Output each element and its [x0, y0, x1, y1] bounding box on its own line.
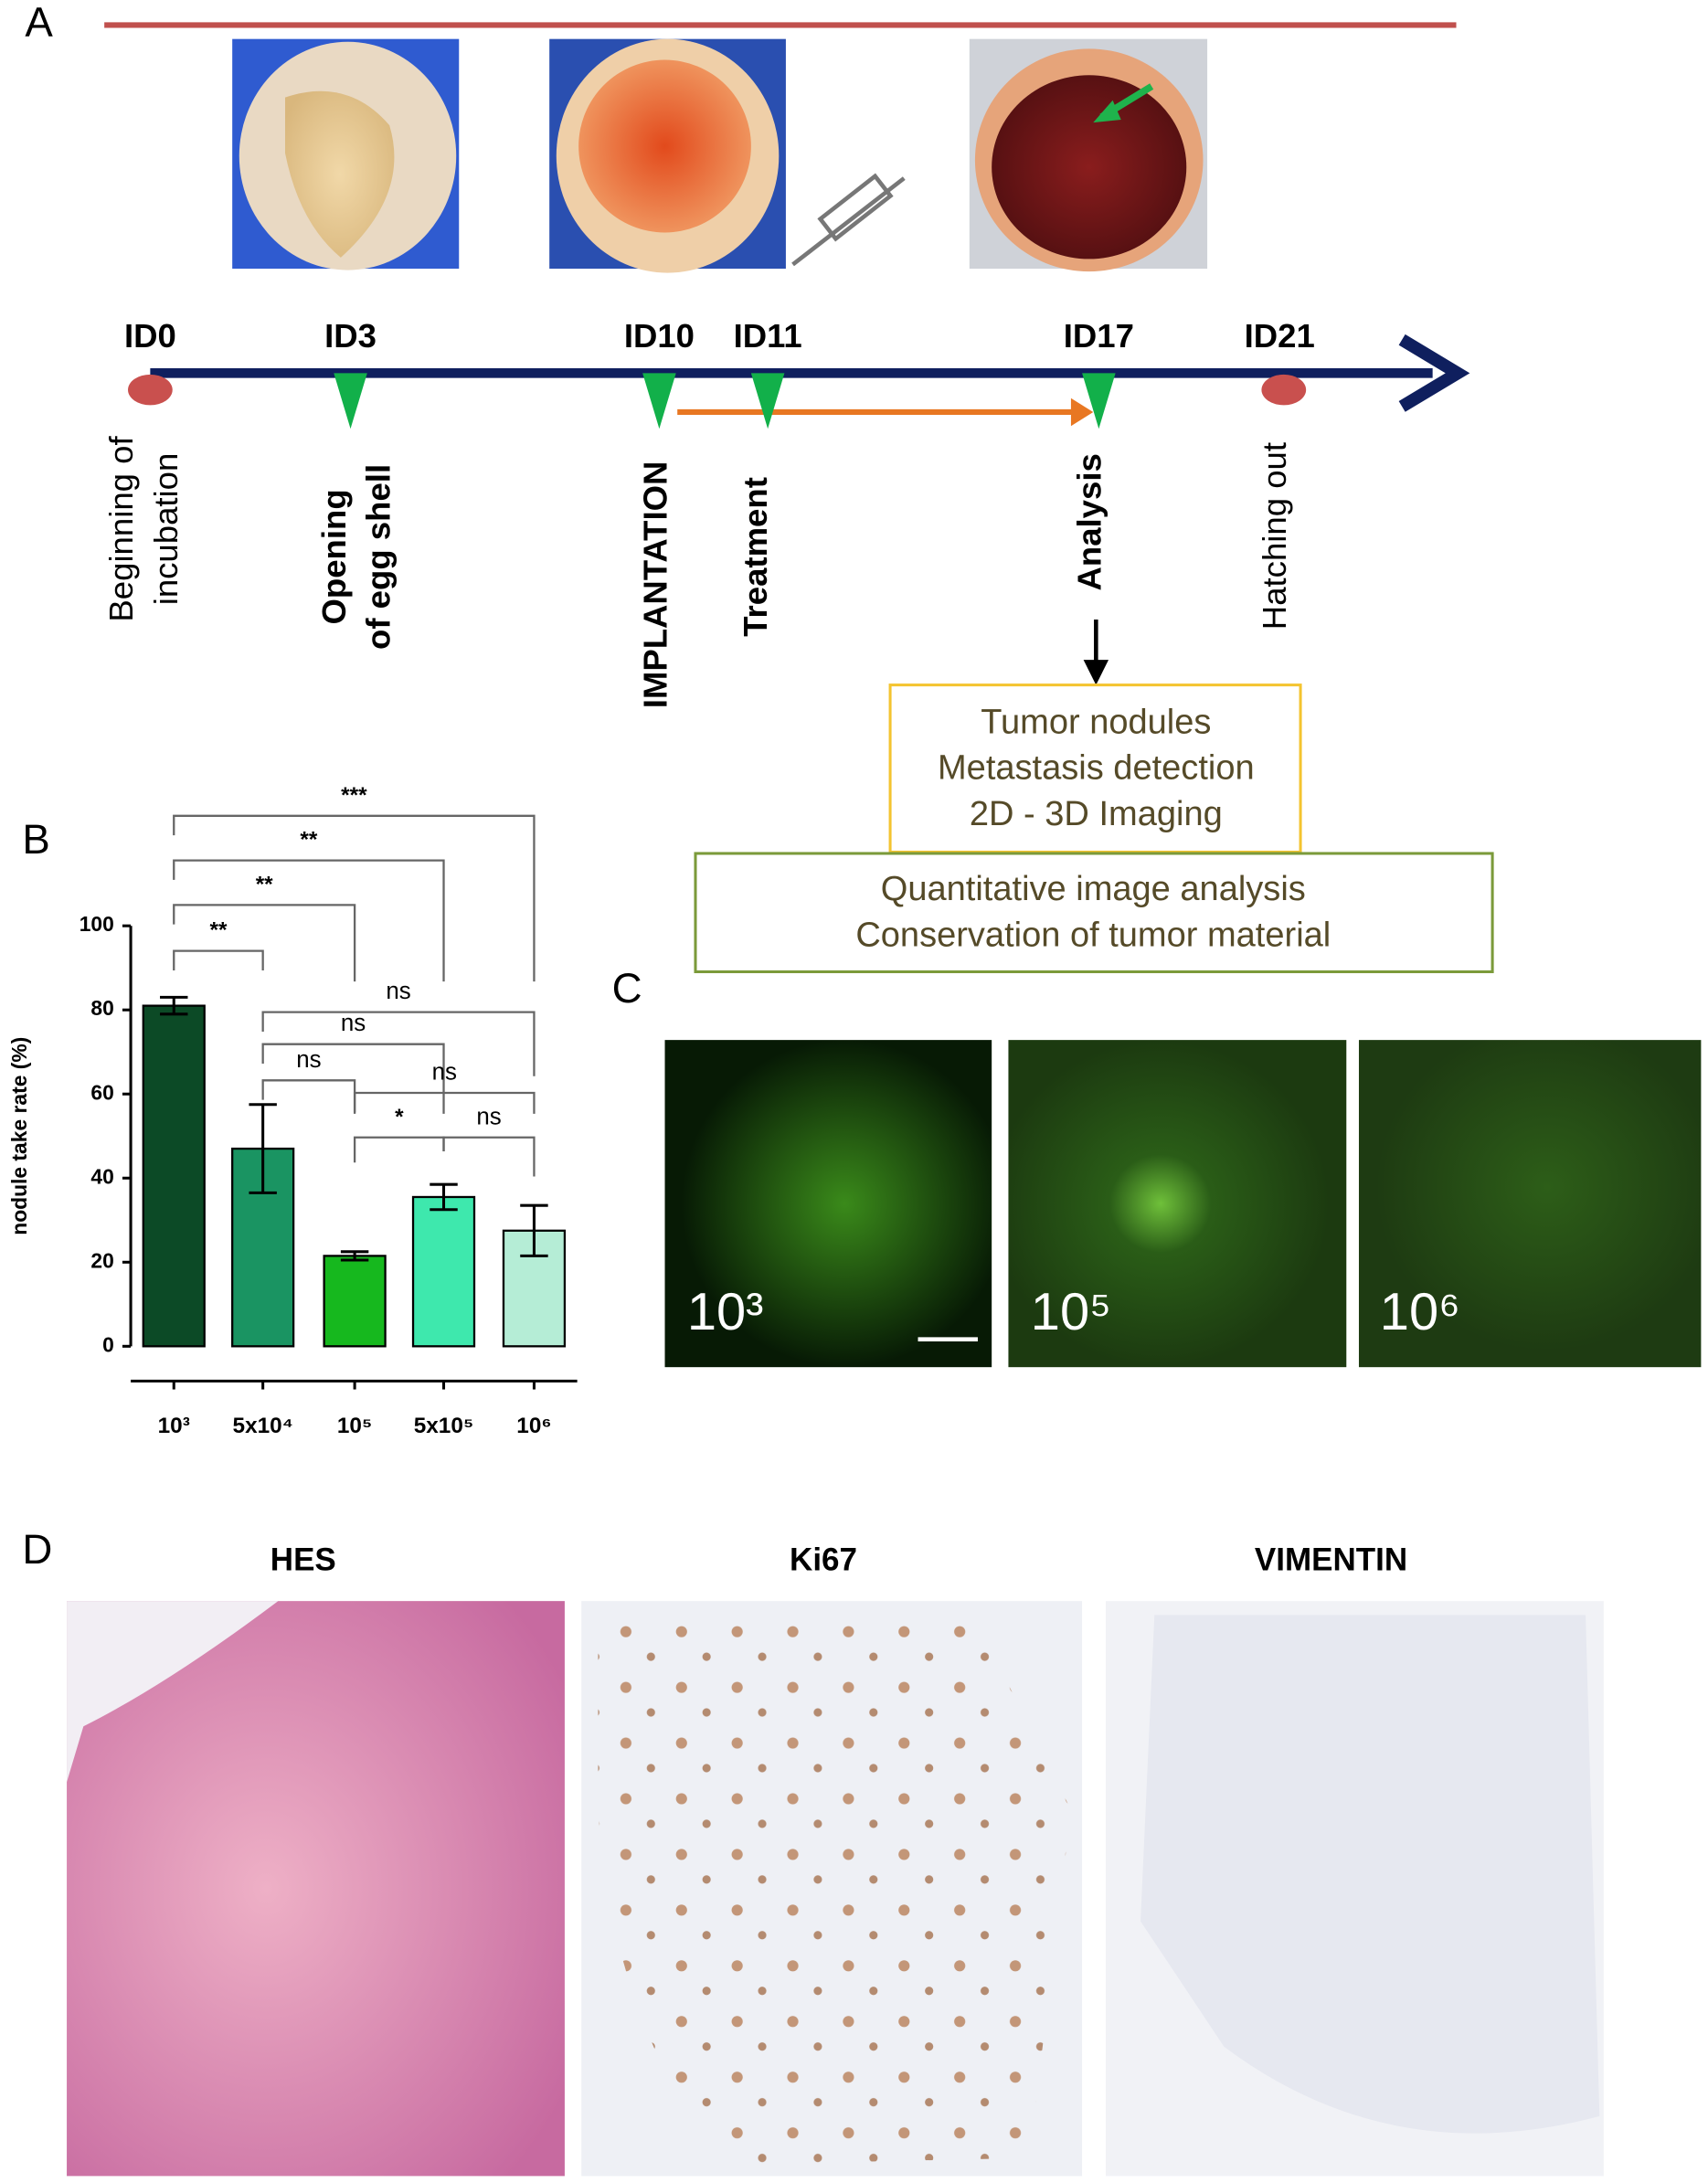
y-tick-label: 0: [102, 1332, 114, 1356]
error-bar: [520, 1203, 548, 1257]
y-tick-label: 100: [80, 912, 114, 936]
y-tick-label: 80: [90, 996, 113, 1020]
day-marker: [1261, 374, 1307, 406]
event-label: Analysis: [1070, 453, 1108, 590]
panel-c-art: [664, 1040, 1702, 1368]
significance-label: **: [300, 828, 317, 853]
outcome-text: 2D - 3D Imaging: [970, 795, 1223, 833]
day-marker: [334, 373, 367, 429]
bar: [411, 1195, 476, 1348]
significance-bracket: [353, 1136, 445, 1163]
significance-bracket: [261, 1011, 536, 1076]
y-tick-label: 20: [90, 1248, 113, 1272]
day-label: ID11: [734, 317, 802, 355]
day-marker: [1082, 373, 1116, 429]
error-bar: [249, 1103, 277, 1194]
panel-label: A: [25, 0, 53, 45]
y-tick-label: 60: [90, 1080, 113, 1104]
significance-label: **: [256, 872, 273, 896]
significance-bracket: [173, 904, 356, 982]
significance-label: ns: [386, 979, 410, 1004]
significance-label: **: [209, 918, 227, 943]
image-title: HES: [271, 1542, 336, 1578]
significance-bracket: [173, 949, 264, 970]
panel-d-art: [67, 1601, 1604, 2177]
significance-label: *: [395, 1105, 404, 1129]
error-bar: [340, 1250, 369, 1262]
image-title: Ki67: [790, 1542, 857, 1578]
significance-label: ns: [432, 1060, 457, 1086]
x-tick-label: 10³: [158, 1414, 190, 1438]
error-bar: [160, 995, 188, 1016]
x-tick-label: 10⁶: [516, 1414, 551, 1438]
event-label: incubation: [147, 453, 185, 606]
event-label: IMPLANTATION: [637, 461, 674, 709]
panel-label: C: [612, 965, 642, 1012]
panel-label: B: [22, 816, 49, 863]
significance-bracket: [173, 814, 536, 982]
day-marker: [642, 373, 676, 429]
x-tick-label: 5x10⁴: [233, 1414, 293, 1438]
day-marker: [750, 373, 785, 429]
outcome-text: Metastasis detection: [938, 749, 1255, 788]
image-title: VIMENTIN: [1255, 1542, 1407, 1578]
image-label: 10⁵: [1031, 1283, 1111, 1341]
y-tick-label: 40: [90, 1164, 113, 1188]
x-tick-label: 10⁵: [337, 1414, 373, 1438]
panel-label: D: [22, 1526, 52, 1573]
day-label: ID17: [1064, 317, 1134, 355]
significance-label: ns: [476, 1104, 501, 1129]
outcome-text: Quantitative image analysis: [881, 870, 1306, 908]
significance-bracket: [261, 1079, 356, 1114]
event-label: Hatching out: [1256, 442, 1293, 630]
image-label: 10⁶: [1380, 1283, 1460, 1341]
significance-bracket: [442, 1136, 536, 1177]
error-bar: [430, 1182, 458, 1212]
event-label: Beginning of: [102, 436, 140, 622]
day-label: ID3: [324, 317, 377, 355]
significance-label: ns: [296, 1047, 321, 1073]
day-label: ID21: [1245, 317, 1315, 355]
panel-a-art: [104, 22, 1494, 973]
event-label: of egg shell: [360, 464, 398, 650]
day-marker: [128, 374, 173, 406]
day-label: ID10: [624, 317, 695, 355]
event-label: Opening: [315, 489, 353, 624]
bar: [142, 1004, 206, 1348]
significance-bracket: [353, 1091, 536, 1114]
significance-label: ***: [341, 783, 367, 808]
outcome-text: Tumor nodules: [981, 703, 1211, 741]
outcome-text: Conservation of tumor material: [855, 916, 1331, 954]
significance-label: ns: [341, 1011, 366, 1036]
significance-bracket: [261, 1043, 445, 1114]
significance-bracket: [173, 859, 445, 982]
event-label: Treatment: [737, 477, 774, 637]
x-tick-label: 5x10⁵: [414, 1414, 474, 1438]
image-label: 10³: [687, 1283, 764, 1341]
bar: [323, 1255, 387, 1348]
y-axis-label: nodule take rate (%): [7, 1037, 31, 1235]
day-label: ID0: [124, 317, 176, 355]
